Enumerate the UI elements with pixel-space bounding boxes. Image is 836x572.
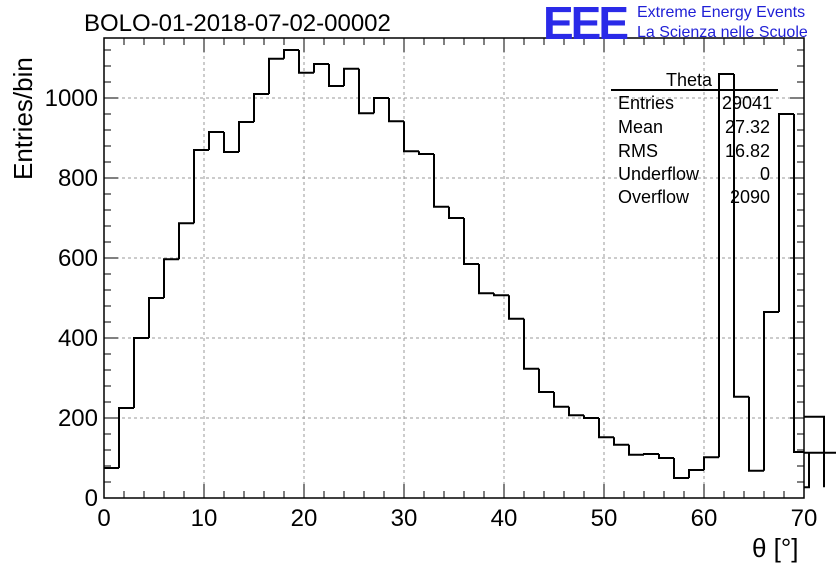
stats-label-entries: Entries (618, 93, 675, 113)
histogram-bin (508, 295, 524, 320)
histogram-bin (268, 57, 284, 94)
histogram-bin (418, 151, 434, 155)
logo-text-line2: La Scienza nelle Scuole (637, 24, 808, 41)
histogram-bin (778, 113, 794, 312)
chart-title: BOLO-01-2018-07-02-00002 (84, 10, 391, 37)
y-tick-label: 1000 (45, 85, 98, 112)
y-tick-label: 0 (85, 485, 98, 512)
y-tick-label: 800 (58, 165, 98, 192)
histogram-bin (283, 49, 299, 59)
histogram-bin (553, 392, 569, 408)
x-tick-label: 50 (591, 505, 618, 532)
x-tick-label: 10 (191, 505, 218, 532)
histogram-bin (804, 415, 825, 488)
stats-label-rms: RMS (618, 141, 658, 161)
histogram-bin (718, 73, 734, 458)
histogram-bin (804, 452, 810, 489)
stats-value-rms: 16.82 (724, 141, 770, 161)
plot-frame (103, 37, 805, 499)
histogram-bin (763, 311, 779, 471)
histogram-bin (628, 444, 644, 456)
histogram-bin (133, 337, 149, 408)
histogram-bin (208, 131, 224, 150)
stats-value-overflow: 2090 (729, 187, 770, 207)
x-tick-label: 40 (491, 505, 518, 532)
histogram-bin (148, 297, 164, 338)
y-tick-label: 400 (58, 325, 98, 352)
y-tick-label: 600 (58, 245, 98, 272)
histogram-bin (253, 93, 269, 122)
x-tick-label: 70 (791, 505, 818, 532)
x-tick-label: 30 (391, 505, 418, 532)
stats-value-entries: 29041 (721, 93, 772, 113)
histogram-bin (598, 418, 614, 439)
histogram-bin (493, 293, 509, 297)
axes (103, 37, 805, 499)
stats-label-underflow: Underflow (618, 164, 700, 184)
y-axis-title: Entries/bin (8, 57, 38, 180)
histogram-bin (118, 407, 134, 468)
histogram-bin (523, 318, 539, 370)
x-tick-label: 20 (291, 505, 318, 532)
histogram-bin (733, 74, 749, 398)
histogram-bin (373, 97, 389, 114)
y-tick-label: 200 (58, 405, 98, 432)
histogram-bin (448, 206, 464, 219)
histogram-bin (388, 98, 404, 123)
histogram-bin (643, 453, 659, 455)
histogram-bin (343, 67, 359, 86)
histogram-bin (703, 456, 719, 470)
stats-label-mean: Mean (618, 117, 664, 137)
histogram-bin (673, 458, 689, 479)
histogram-bin (328, 64, 344, 87)
histogram-bin (298, 50, 314, 74)
histogram-bin (568, 406, 584, 417)
histogram-bin (433, 154, 449, 208)
histogram-bin (613, 437, 629, 446)
histogram-bin (538, 368, 554, 393)
stats-value-mean: 27.32 (724, 117, 770, 137)
histogram-bin (658, 454, 674, 459)
histogram-series (104, 49, 836, 489)
stats-box-title: Theta (666, 70, 713, 90)
histogram-bin (358, 68, 374, 115)
grid-lines (104, 38, 804, 498)
stats-label-overflow: Overflow (618, 187, 690, 207)
histogram-bin (238, 121, 254, 152)
histogram-bin (748, 396, 764, 472)
histogram-bin (688, 469, 704, 478)
tick-labels: 0 10 20 30 40 50 60 70 0 200 400 600 800 1000 (45, 85, 818, 532)
histogram-bin (403, 121, 419, 153)
eee-logo: EEE (543, 0, 629, 49)
histogram-bin (793, 114, 804, 453)
x-axis-title: θ [°] (752, 533, 799, 563)
histogram-bin (463, 218, 479, 265)
histogram-bin (583, 415, 599, 419)
x-tick-label: 0 (97, 505, 110, 532)
histogram-bin (478, 264, 494, 295)
stats-value-underflow: 0 (759, 164, 770, 184)
histogram-bin (804, 451, 836, 454)
histogram-bin (178, 222, 194, 260)
histogram-bin (313, 63, 329, 73)
histogram-bin (223, 132, 239, 153)
histogram-bin (163, 258, 179, 298)
logo-text-line1: Extreme Energy Events (637, 4, 806, 21)
x-tick-label: 60 (691, 505, 718, 532)
histogram-bin (193, 149, 209, 224)
